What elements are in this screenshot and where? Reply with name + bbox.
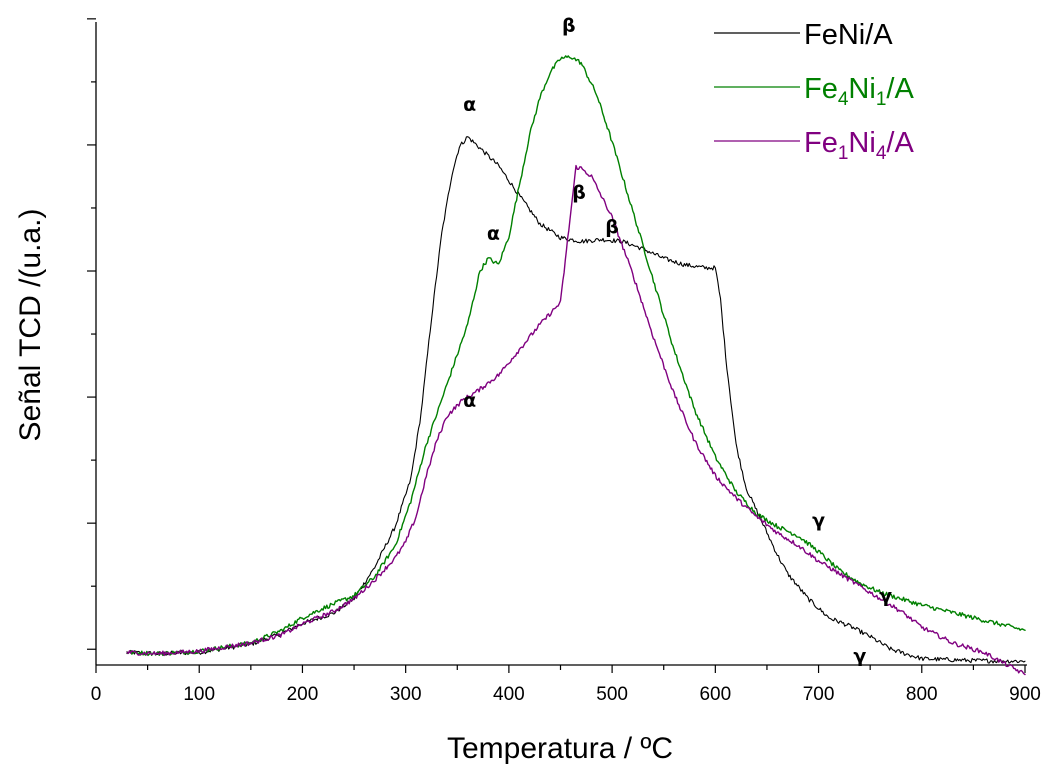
x-tick-label: 0 [91, 684, 102, 705]
x-tick-label: 800 [906, 684, 938, 705]
x-tick-label: 900 [1009, 684, 1041, 705]
series-group [126, 55, 1026, 676]
peak-label: γ [812, 509, 825, 531]
axes: 0 100 200 300 400 500 600 700 800 900 [87, 18, 1041, 705]
peak-label: α [463, 390, 476, 412]
peak-label: β [562, 14, 576, 36]
peak-label: α [463, 93, 476, 115]
peak-label: β [605, 216, 619, 238]
peak-label: γ [879, 585, 892, 607]
legend: FeNi/A Fe4Ni1/A Fe1Ni4/A [714, 19, 914, 164]
x-tick-label: 500 [596, 684, 628, 705]
legend-label: Fe1Ni4/A [804, 127, 914, 164]
x-tick-label: 100 [183, 684, 215, 705]
series-line-2 [126, 55, 1026, 657]
y-axis-title: Señal TCD /(u.a.) [14, 209, 47, 442]
legend-label: FeNi/A [804, 19, 893, 51]
legend-label: Fe4Ni1/A [804, 73, 914, 110]
series-line-3 [126, 164, 1026, 676]
peak-label: γ [853, 645, 866, 667]
x-tick-label: 300 [390, 684, 422, 705]
peak-label: α [487, 222, 500, 244]
x-tick-label: 600 [699, 684, 731, 705]
peak-label: β [572, 182, 586, 204]
x-tick-label: 400 [493, 684, 525, 705]
x-tick-label: 200 [287, 684, 319, 705]
x-axis-title: Temperatura / ºC [447, 732, 673, 765]
x-tick-label: 700 [803, 684, 835, 705]
